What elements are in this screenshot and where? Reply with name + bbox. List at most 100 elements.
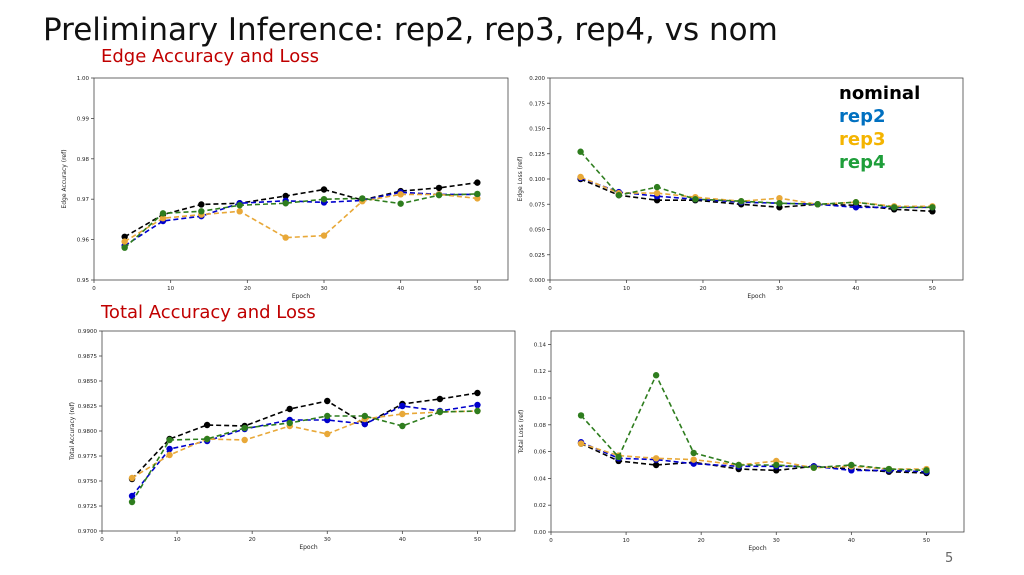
point-nominal bbox=[435, 184, 443, 192]
point-rep4 bbox=[776, 200, 783, 207]
y-axis-label: Edge Accuracy (ref) bbox=[61, 149, 68, 208]
point-rep3 bbox=[776, 194, 783, 202]
x-axis-label: Epoch bbox=[748, 545, 767, 552]
point-rep4 bbox=[397, 200, 404, 207]
point-rep4 bbox=[435, 191, 443, 199]
y-axis-label: Edge Loss (ref) bbox=[517, 157, 524, 202]
series-line-rep4 bbox=[131, 410, 478, 503]
x-tick-label: 50 bbox=[474, 286, 481, 292]
point-nominal bbox=[320, 186, 328, 193]
series-line-rep2 bbox=[131, 404, 478, 497]
point-rep3 bbox=[320, 232, 328, 239]
point-rep3 bbox=[166, 451, 173, 459]
y-tick-label: 0.9725 bbox=[78, 504, 98, 510]
series-line-rep3 bbox=[580, 176, 933, 208]
point-rep4 bbox=[121, 244, 128, 251]
point-rep4 bbox=[241, 424, 248, 432]
point-rep2 bbox=[361, 420, 369, 428]
y-tick-label: 0.08 bbox=[534, 423, 547, 429]
y-tick-label: 0.14 bbox=[534, 342, 547, 348]
y-tick-label: 0.96 bbox=[77, 238, 90, 244]
point-rep3 bbox=[653, 189, 661, 197]
point-rep3 bbox=[236, 208, 243, 215]
y-tick-label: 0.9825 bbox=[78, 404, 98, 410]
point-rep2 bbox=[166, 445, 173, 453]
series-line-nominal bbox=[580, 442, 927, 474]
x-tick-label: 0 bbox=[92, 286, 96, 292]
point-nominal bbox=[286, 405, 293, 413]
point-rep4 bbox=[474, 190, 481, 198]
legend-item-rep2: rep2 bbox=[839, 106, 886, 127]
point-rep4 bbox=[615, 191, 623, 199]
point-rep2 bbox=[399, 402, 406, 410]
slide-title: Preliminary Inference: rep2, rep3, rep4,… bbox=[43, 12, 778, 48]
point-rep2 bbox=[852, 204, 860, 211]
series-line-rep3 bbox=[131, 410, 478, 479]
point-rep3 bbox=[399, 410, 406, 418]
point-rep4 bbox=[359, 195, 366, 202]
x-tick-label: 30 bbox=[324, 537, 331, 543]
x-tick-label: 50 bbox=[474, 537, 481, 543]
point-rep4 bbox=[399, 422, 406, 430]
series-line-rep2 bbox=[580, 441, 927, 473]
point-rep3 bbox=[690, 456, 697, 463]
x-tick-label: 20 bbox=[699, 286, 706, 292]
x-tick-label: 10 bbox=[623, 538, 630, 544]
point-rep4 bbox=[615, 453, 622, 461]
point-nominal bbox=[324, 397, 331, 405]
point-rep4 bbox=[890, 204, 898, 211]
y-tick-label: 0.150 bbox=[529, 127, 545, 133]
y-tick-label: 0.9900 bbox=[78, 329, 98, 335]
point-rep2 bbox=[128, 492, 136, 500]
point-rep3 bbox=[324, 430, 331, 438]
y-tick-label: 0.98 bbox=[77, 157, 90, 163]
section-label-edge: Edge Accuracy and Loss bbox=[101, 46, 319, 67]
y-axis-label: Total Accuracy (ref) bbox=[69, 402, 76, 461]
y-tick-label: 0.050 bbox=[529, 228, 545, 234]
y-tick-label: 0.97 bbox=[77, 197, 90, 203]
point-rep4 bbox=[166, 436, 173, 444]
x-tick-label: 40 bbox=[848, 538, 855, 544]
point-rep4 bbox=[810, 464, 818, 471]
point-rep2 bbox=[474, 401, 481, 409]
point-rep4 bbox=[690, 449, 697, 457]
point-rep4 bbox=[236, 202, 243, 209]
x-tick-label: 50 bbox=[929, 286, 936, 292]
series-line-rep4 bbox=[579, 151, 933, 209]
legend-item-rep3: rep3 bbox=[839, 129, 886, 150]
x-tick-label: 50 bbox=[923, 538, 930, 544]
x-tick-label: 30 bbox=[776, 286, 783, 292]
total-accuracy-chart: 0.9700 0.9725 0.9750 0.9775 0.9800 0.9825 0.98… bbox=[69, 329, 516, 551]
point-rep4 bbox=[773, 461, 780, 469]
y-tick-label: 0.125 bbox=[529, 152, 545, 158]
y-tick-label: 0.9700 bbox=[78, 529, 98, 535]
series-line-nominal bbox=[124, 181, 478, 238]
point-rep4 bbox=[282, 200, 289, 207]
point-rep4 bbox=[324, 412, 331, 420]
x-tick-label: 30 bbox=[321, 286, 328, 292]
y-axis-label: Total Loss (ref) bbox=[518, 410, 525, 455]
y-tick-label: 0.02 bbox=[534, 503, 546, 509]
point-nominal bbox=[652, 461, 660, 469]
x-axis-label: Epoch bbox=[292, 293, 311, 300]
y-tick-label: 0.04 bbox=[534, 476, 547, 482]
x-tick-label: 10 bbox=[174, 537, 181, 543]
y-tick-label: 0.100 bbox=[529, 177, 545, 183]
point-rep4 bbox=[652, 372, 660, 379]
point-nominal bbox=[121, 233, 128, 240]
section-label-total: Total Accuracy and Loss bbox=[101, 302, 316, 323]
point-rep4 bbox=[577, 412, 585, 419]
point-rep3 bbox=[121, 238, 128, 245]
x-tick-label: 20 bbox=[698, 538, 705, 544]
point-rep4 bbox=[814, 201, 821, 208]
point-rep4 bbox=[286, 419, 293, 427]
x-tick-label: 40 bbox=[397, 286, 404, 292]
y-tick-label: 1.00 bbox=[77, 76, 90, 82]
x-tick-label: 10 bbox=[167, 286, 174, 292]
series-line-rep4 bbox=[580, 373, 927, 472]
y-tick-label: 0.075 bbox=[529, 202, 545, 208]
y-tick-label: 0.95 bbox=[77, 278, 90, 284]
plot-frame bbox=[93, 77, 509, 281]
legend: nominal rep2 rep3 rep4 bbox=[839, 82, 920, 174]
x-axis-label: Epoch bbox=[299, 544, 318, 551]
